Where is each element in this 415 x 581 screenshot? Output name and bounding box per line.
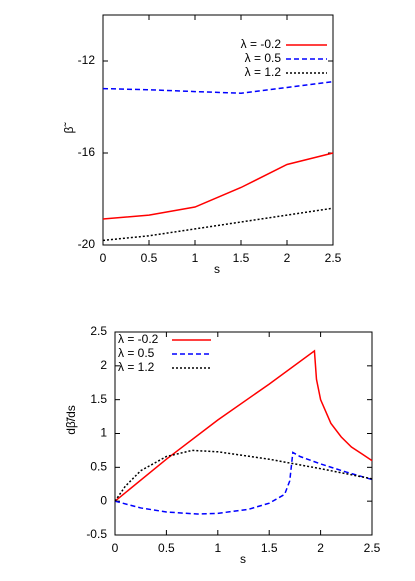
x-tick-label: 0.5 [141,251,158,265]
x-axis-label: s [214,262,220,276]
legend-label: λ = -0.2 [118,332,159,346]
y-tick-label: 2.5 [90,324,107,338]
y-axis-label: β̃ [62,122,76,134]
legend-label: λ = 1.2 [245,65,282,79]
line [114,451,373,515]
x-tick-label: 2 [284,251,291,265]
x-tick-label: 0.5 [158,541,175,555]
line [102,152,334,220]
y-tick-label: 2 [100,358,107,372]
y-tick-label: -12 [78,53,96,67]
plot-frame [102,14,334,246]
x-tick-label: 0 [112,541,119,555]
y-tick-label: 1.5 [90,392,107,406]
x-tick-label: 1 [192,251,199,265]
line [114,349,373,502]
y-tick-label: -16 [78,145,96,159]
x-tick-label: 2 [317,541,324,555]
legend-label: λ = -0.2 [241,37,282,51]
legend-label: λ = 1.2 [118,360,155,374]
y-tick-label: -20 [78,237,96,251]
y-axis-label: dβ̃/ds [64,405,78,435]
line [102,207,334,242]
x-tick-label: 0 [100,251,107,265]
legend-label: λ = 0.5 [245,51,282,65]
legend-label: λ = 0.5 [118,346,155,360]
line [102,80,334,94]
x-tick-label: 1.5 [261,541,278,555]
line [114,449,373,502]
x-tick-label: 2.5 [325,251,342,265]
x-tick-label: 2.5 [364,541,381,555]
y-tick-label: 0 [100,493,107,507]
y-tick-label: -0.5 [86,527,107,541]
y-tick-label: 0.5 [90,460,107,474]
x-axis-label: s [240,552,246,566]
x-tick-label: 1.5 [233,251,250,265]
y-tick-label: 1 [100,426,107,440]
x-tick-label: 1 [214,541,221,555]
